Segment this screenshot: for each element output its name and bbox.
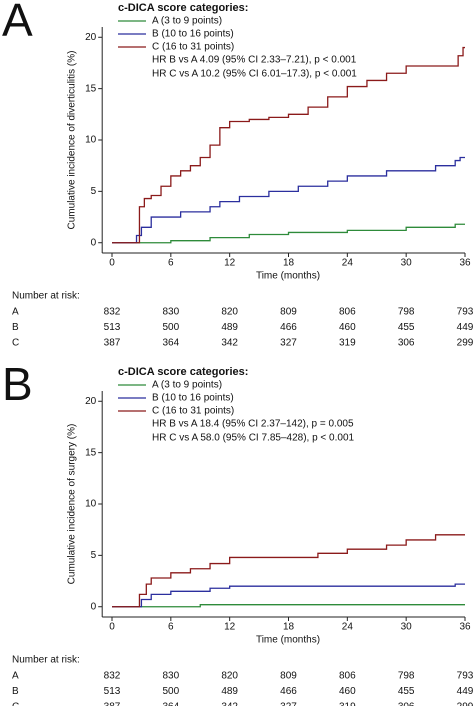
legend-label: A (3 to 9 points) [152,380,222,391]
y-tick-label: 10 [85,499,97,510]
y-tick-label: 15 [85,83,97,94]
x-tick-label: 12 [224,622,236,633]
risk-value: 460 [339,322,356,333]
risk-value: 500 [162,322,179,333]
risk-value: 299 [457,702,474,706]
legend-title: c-DICA score categories: [118,2,248,14]
survival-curve [112,223,465,244]
y-tick-label: 10 [85,135,97,146]
risk-value: 387 [104,338,121,349]
risk-table-title: Number at risk: [12,655,80,666]
y-axis-label: Cumulative incidence of diverticulitis (… [67,51,78,230]
x-tick-label: 0 [109,258,115,269]
risk-value: 830 [162,671,179,682]
y-tick-label: 20 [85,396,97,407]
panel-label: A [2,0,33,46]
legend-title: c-DICA score categories: [118,366,248,378]
legend-label: C (16 to 31 points) [152,406,234,417]
legend-label: C (16 to 31 points) [152,42,234,53]
risk-value: 327 [280,702,297,706]
risk-row-label: C [12,702,19,706]
survival-curve [112,46,465,244]
y-tick-label: 15 [85,447,97,458]
risk-value: 513 [104,322,121,333]
risk-value: 513 [104,686,121,697]
y-tick-label: 0 [91,601,97,612]
risk-value: 489 [221,686,238,697]
x-tick-label: 30 [401,258,413,269]
x-tick-label: 18 [283,622,295,633]
survival-curve [112,604,465,608]
x-tick-label: 24 [342,258,354,269]
y-tick-label: 0 [91,237,97,248]
annotation: HR B vs A 18.4 (95% CI 2.37–142), p = 0.… [152,419,354,430]
y-tick-label: 5 [91,550,97,561]
risk-value: 364 [162,338,179,349]
legend-label: B (10 to 16 points) [152,393,234,404]
annotation: HR C vs A 58.0 (95% CI 7.85–428), p < 0.… [152,433,355,444]
survival-curve [112,534,465,608]
risk-value: 798 [398,671,415,682]
legend-label: B (10 to 16 points) [152,29,234,40]
x-tick-label: 0 [109,622,115,633]
annotation: HR C vs A 10.2 (95% CI 6.01–17.3), p < 0… [152,69,357,80]
x-tick-label: 36 [459,258,471,269]
risk-value: 809 [280,671,297,682]
x-tick-label: 18 [283,258,295,269]
risk-value: 342 [221,338,238,349]
risk-value: 466 [280,686,297,697]
risk-value: 319 [339,702,356,706]
risk-value: 342 [221,702,238,706]
risk-value: 387 [104,702,121,706]
survival-curve [112,583,465,608]
risk-value: 364 [162,702,179,706]
risk-table-title: Number at risk: [12,291,80,302]
x-tick-label: 6 [168,622,174,633]
x-tick-label: 30 [401,622,413,633]
risk-value: 449 [457,322,474,333]
risk-row-label: B [12,322,19,333]
risk-row-label: A [12,671,19,682]
x-tick-label: 24 [342,622,354,633]
risk-value: 449 [457,686,474,697]
risk-value: 306 [398,702,415,706]
risk-value: 832 [104,307,121,318]
risk-value: 798 [398,307,415,318]
risk-value: 489 [221,322,238,333]
risk-value: 793 [457,671,474,682]
risk-value: 455 [398,322,415,333]
risk-value: 806 [339,671,356,682]
x-axis-label: Time (months) [256,635,320,646]
risk-value: 460 [339,686,356,697]
y-axis-label: Cumulative incidence of surgery (%) [67,424,78,585]
risk-row-label: A [12,307,19,318]
panel-label: B [2,358,33,410]
risk-value: 299 [457,338,474,349]
x-axis-label: Time (months) [256,271,320,282]
survival-curve [112,156,465,244]
legend-label: A (3 to 9 points) [152,16,222,27]
x-tick-label: 6 [168,258,174,269]
y-tick-label: 5 [91,186,97,197]
risk-value: 830 [162,307,179,318]
risk-value: 319 [339,338,356,349]
risk-row-label: C [12,338,19,349]
risk-value: 327 [280,338,297,349]
y-tick-label: 20 [85,32,97,43]
risk-value: 500 [162,686,179,697]
risk-value: 832 [104,671,121,682]
risk-value: 306 [398,338,415,349]
risk-value: 820 [221,671,238,682]
annotation: HR B vs A 4.09 (95% CI 2.33–7.21), p < 0… [152,55,357,66]
risk-value: 455 [398,686,415,697]
x-tick-label: 12 [224,258,236,269]
x-tick-label: 36 [459,622,471,633]
risk-value: 793 [457,307,474,318]
risk-value: 466 [280,322,297,333]
risk-row-label: B [12,686,19,697]
risk-value: 820 [221,307,238,318]
risk-value: 806 [339,307,356,318]
risk-value: 809 [280,307,297,318]
